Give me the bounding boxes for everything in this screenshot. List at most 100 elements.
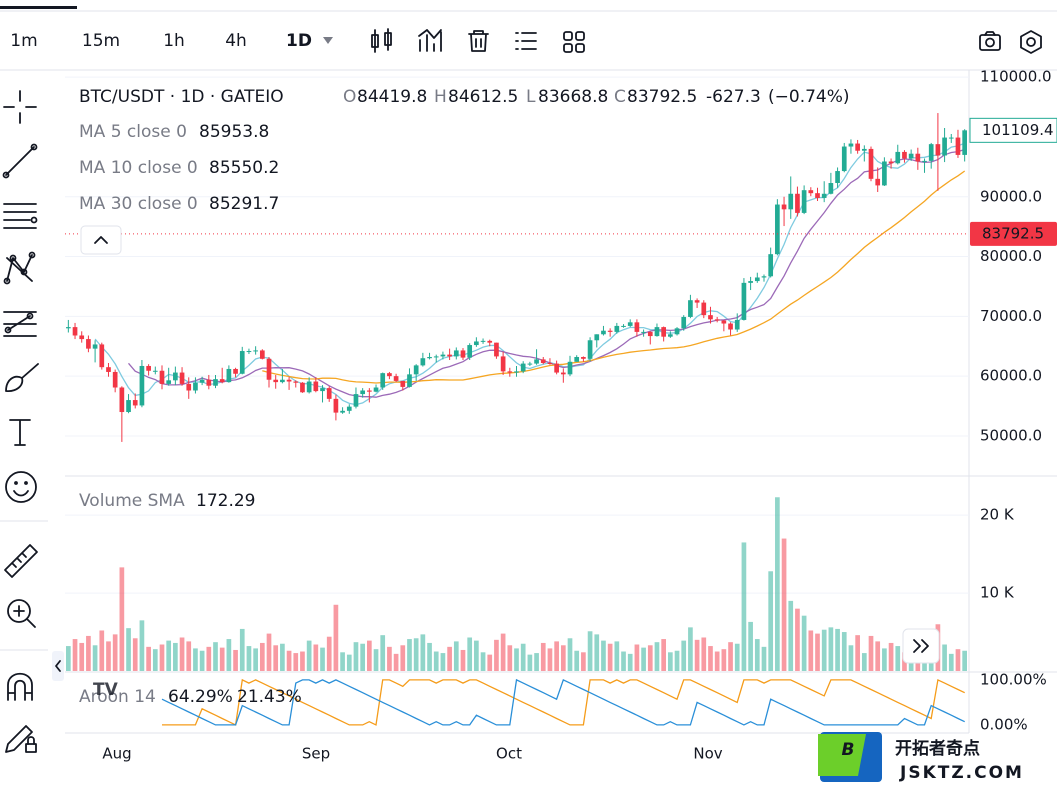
volume-bar xyxy=(427,642,432,671)
candle-body xyxy=(527,363,533,365)
candle-body xyxy=(861,148,867,151)
candle-body xyxy=(567,361,573,375)
candle-body xyxy=(346,406,352,411)
volume-bar xyxy=(226,639,232,671)
trend-line-tool[interactable] xyxy=(2,143,38,179)
interval-button[interactable]: 4h xyxy=(225,31,247,51)
scroll-left-button[interactable] xyxy=(52,651,64,681)
candle-body xyxy=(507,371,513,373)
candle-body xyxy=(547,362,553,364)
ohlc-letter: O xyxy=(343,87,356,107)
pattern-tool[interactable] xyxy=(3,251,36,285)
list-icon[interactable] xyxy=(515,32,537,50)
candle-body xyxy=(882,161,887,186)
candle-body xyxy=(701,302,707,316)
volume-bar xyxy=(808,630,814,671)
volume-bar xyxy=(674,650,680,671)
zoom-tool[interactable] xyxy=(7,599,36,628)
volume-bar xyxy=(253,648,258,671)
volume-bar xyxy=(888,642,894,671)
scroll-right-button[interactable] xyxy=(902,628,940,664)
candle-body xyxy=(647,331,653,337)
x-tick-label: Sep xyxy=(302,745,330,763)
x-tick-label: Aug xyxy=(102,745,131,763)
magnet-tool[interactable] xyxy=(7,672,33,701)
candle-body xyxy=(320,388,325,392)
screenshot-icon[interactable] xyxy=(979,31,1001,51)
aroon-tick-label: 100.00% xyxy=(980,670,1047,688)
candle-body xyxy=(815,193,820,198)
ma-name: MA 10 close 0 xyxy=(79,158,198,178)
volume-bar xyxy=(641,647,646,671)
volume-bar xyxy=(942,644,947,671)
volume-bar xyxy=(139,620,145,671)
volume-bar xyxy=(815,633,820,671)
candle-body xyxy=(447,354,452,357)
candle-body xyxy=(480,340,486,342)
volume-bar xyxy=(152,649,158,671)
volume-bar xyxy=(300,651,305,671)
aroon-up-value: 64.29% xyxy=(168,687,233,707)
candle-body xyxy=(326,388,332,399)
volume-bar xyxy=(453,641,459,671)
watermark-subtitle: JSKTZ.COM xyxy=(899,763,1024,783)
interval-button[interactable]: 15m xyxy=(82,31,120,51)
candle-body xyxy=(407,374,412,387)
dropdown-caret[interactable] xyxy=(323,37,333,44)
measure-tool[interactable] xyxy=(4,544,38,578)
text-tool[interactable] xyxy=(9,419,31,446)
volume-bar xyxy=(393,653,399,671)
volume-bar xyxy=(380,635,386,671)
candle-body xyxy=(393,376,399,381)
volume-bar xyxy=(955,649,961,671)
candle-body xyxy=(387,373,392,377)
settings-icon[interactable] xyxy=(1020,30,1042,54)
candle-body xyxy=(781,204,787,210)
indicators-icon[interactable] xyxy=(418,29,442,52)
volume-bar xyxy=(594,634,600,671)
volume-bar xyxy=(527,654,533,671)
volume-bar xyxy=(293,653,299,671)
ohlc-letter: H xyxy=(434,87,447,107)
volume-bar xyxy=(259,642,265,671)
aroon-up-line xyxy=(162,678,965,726)
volume-legend: Volume SMA xyxy=(79,491,185,511)
volume-bar xyxy=(607,643,613,671)
emoji-tool[interactable] xyxy=(5,471,37,503)
crosshair-tool[interactable] xyxy=(3,90,37,124)
candle-body xyxy=(962,130,967,155)
volume-bar xyxy=(835,628,840,671)
candles-icon[interactable] xyxy=(371,28,392,53)
fib-tool[interactable] xyxy=(3,203,38,229)
candle-body xyxy=(681,316,687,329)
volume-bar xyxy=(781,538,787,671)
candle-body xyxy=(186,383,192,391)
candle-body xyxy=(159,370,165,384)
candle-body xyxy=(721,320,727,324)
candle-body xyxy=(801,190,807,213)
brush-tool[interactable] xyxy=(5,363,39,392)
layout-icon[interactable] xyxy=(563,31,585,53)
candle-body xyxy=(915,153,921,162)
collapse-legend-button[interactable] xyxy=(80,225,122,255)
candle-body xyxy=(540,359,546,363)
candle-body xyxy=(601,330,606,335)
forecast-tool[interactable] xyxy=(3,311,37,337)
volume-bar xyxy=(400,645,406,671)
volume-bar xyxy=(848,645,854,671)
left-toolbar xyxy=(0,90,48,753)
ma-value: 85953.8 xyxy=(199,122,269,142)
ohlc-value: 83792.5 xyxy=(627,87,697,107)
volume-bar xyxy=(734,643,740,671)
interval-button-active[interactable]: 1D xyxy=(286,31,312,51)
lock-draw-tool[interactable] xyxy=(5,725,37,753)
candle-body xyxy=(427,357,432,359)
delete-icon[interactable] xyxy=(468,30,489,52)
interval-button[interactable]: 1m xyxy=(10,31,37,51)
y-tick-label: 60000.0 xyxy=(980,367,1042,385)
volume-bar xyxy=(239,628,245,671)
candle-body xyxy=(895,151,901,164)
interval-button[interactable]: 1h xyxy=(163,31,185,51)
candle-body xyxy=(400,380,406,387)
candle-body xyxy=(440,354,446,357)
